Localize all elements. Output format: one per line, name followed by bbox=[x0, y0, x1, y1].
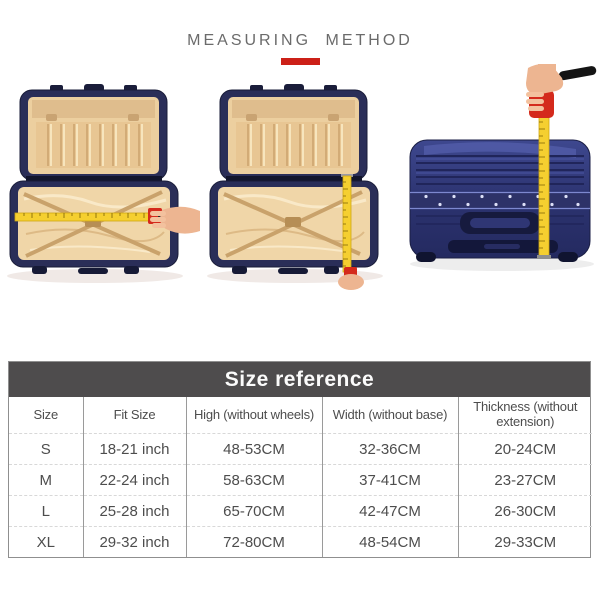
cell-width: 37-41CM bbox=[321, 464, 458, 496]
col-header-high: High (without wheels) bbox=[185, 397, 322, 434]
cell-width: 32-36CM bbox=[321, 433, 458, 465]
table-row: S 18-21 inch 48-53CM 32-36CM 20-24CM bbox=[9, 433, 592, 465]
cell-fit-size: 18-21 inch bbox=[82, 433, 186, 465]
col-header-size: Size bbox=[9, 397, 83, 434]
cell-high: 48-53CM bbox=[185, 433, 322, 465]
table-row: XL 29-32 inch 72-80CM 48-54CM 29-33CM bbox=[9, 526, 592, 557]
cell-thickness: 20-24CM bbox=[457, 433, 592, 465]
measure-depth-photo bbox=[200, 64, 400, 294]
size-reference-table: Size reference Size Fit Size High (witho… bbox=[8, 361, 592, 558]
size-reference-title: Size reference bbox=[9, 362, 590, 397]
measure-thickness-photo bbox=[400, 64, 600, 294]
measuring-method-title: MEASURING METHOD bbox=[187, 32, 413, 49]
measure-width-photo bbox=[0, 64, 200, 294]
open-suitcase-depth-illustration bbox=[207, 84, 383, 290]
cell-fit-size: 25-28 inch bbox=[82, 495, 186, 527]
cell-width: 48-54CM bbox=[321, 526, 458, 557]
table-header-row: Size Fit Size High (without wheels) Widt… bbox=[9, 397, 592, 434]
col-header-thickness: Thickness (without extension) bbox=[457, 397, 592, 434]
col-header-width: Width (without base) bbox=[321, 397, 458, 434]
measuring-method-header: MEASURING METHOD bbox=[0, 32, 600, 65]
cell-thickness: 26-30CM bbox=[457, 495, 592, 527]
cell-width: 42-47CM bbox=[321, 495, 458, 527]
col-header-fit-size: Fit Size bbox=[82, 397, 186, 434]
cell-size: XL bbox=[36, 533, 55, 551]
cell-thickness: 23-27CM bbox=[457, 464, 592, 496]
table-row: L 25-28 inch 65-70CM 42-47CM 26-30CM bbox=[9, 495, 592, 527]
measuring-photos-row bbox=[0, 64, 600, 294]
red-accent-divider bbox=[280, 58, 320, 65]
table-row: M 22-24 inch 58-63CM 37-41CM 23-27CM bbox=[9, 464, 592, 496]
cell-high: 65-70CM bbox=[185, 495, 322, 527]
cell-high: 58-63CM bbox=[185, 464, 322, 496]
open-suitcase-width-illustration bbox=[7, 84, 200, 283]
cell-thickness: 29-33CM bbox=[457, 526, 592, 557]
cell-fit-size: 22-24 inch bbox=[82, 464, 186, 496]
size-table-grid: Size Fit Size High (without wheels) Widt… bbox=[9, 397, 592, 557]
closed-suitcase-thickness-illustration bbox=[409, 64, 597, 271]
cell-size: S bbox=[9, 433, 83, 465]
cell-size: L bbox=[9, 495, 83, 527]
cell-size: M bbox=[9, 464, 83, 496]
cell-high: 72-80CM bbox=[185, 526, 322, 557]
cell-fit-size: 29-32 inch bbox=[82, 526, 186, 557]
